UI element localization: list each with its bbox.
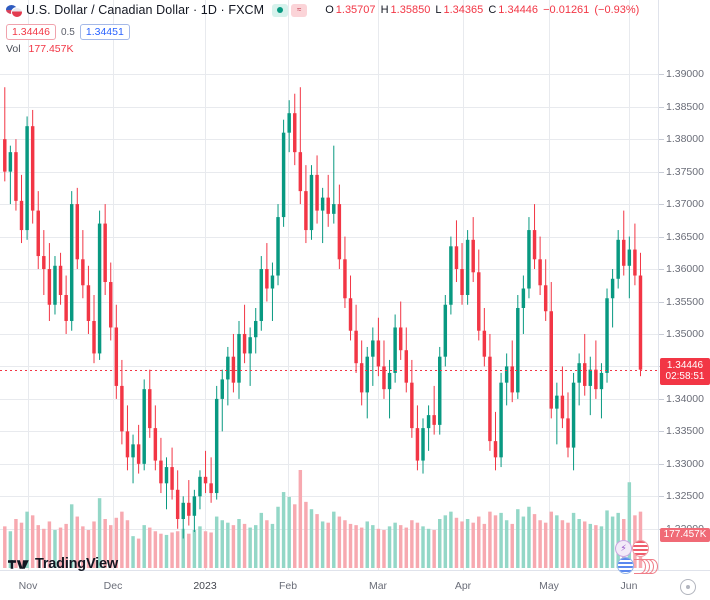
ohlc-high-value: 1.35850 — [390, 4, 431, 16]
ohlc-close-value: 1.34446 — [498, 4, 539, 16]
price-axis-tick — [659, 464, 664, 465]
floating-buttons: ⚡ — [615, 540, 663, 576]
price-axis-label: 1.34000 — [666, 392, 704, 405]
chart-gridlines — [0, 0, 658, 570]
ohlc-low-value: 1.34365 — [443, 4, 484, 16]
replay-rings-icon — [634, 559, 660, 574]
time-axis-label: Feb — [278, 580, 298, 592]
volume-legend-label: Vol — [6, 43, 21, 55]
time-axis-label: Mar — [368, 580, 388, 592]
time-axis-label: Dec — [103, 580, 123, 592]
ohlc-change-percent: (−0.93%) — [594, 4, 640, 16]
price-axis-label: 1.39000 — [666, 68, 704, 81]
legend-middle-value: 0.5 — [60, 26, 75, 38]
price-axis-tick — [659, 269, 664, 270]
price-axis-tick — [659, 237, 664, 238]
price-axis-tick — [659, 172, 664, 173]
price-axis-label: 1.37000 — [666, 198, 704, 211]
price-axis-label: 1.38500 — [666, 100, 704, 113]
chart-header: U.S. Dollar / Canadian Dollar · 1D · FXC… — [0, 0, 710, 58]
ohlc-low-key: L — [435, 4, 442, 16]
price-axis-tick — [659, 302, 664, 303]
price-axis-label: 1.37500 — [666, 165, 704, 178]
header-status-badges: ≈ — [272, 3, 308, 17]
ohlc-open-key: O — [325, 4, 334, 16]
watermark-text: TradingView — [35, 556, 118, 572]
ohlc-high-key: H — [380, 4, 389, 16]
price-high-pill[interactable]: 1.34451 — [79, 24, 130, 40]
current-price-value: 1.34446 — [666, 359, 704, 371]
price-axis-label: 1.33000 — [666, 457, 704, 470]
tradingview-watermark: TradingView — [8, 556, 118, 572]
price-axis-tick — [659, 496, 664, 497]
current-price-line — [0, 370, 658, 371]
alert-bolt-button[interactable]: ⚡ — [615, 540, 632, 557]
candlestick-series — [3, 87, 643, 539]
price-axis-label: 1.35000 — [666, 327, 704, 340]
ca-flag-button[interactable] — [617, 557, 634, 574]
time-axis-label: 2023 — [193, 580, 217, 592]
time-scale[interactable]: Nov Dec 2023 Feb Mar Apr May Jun — [0, 570, 710, 600]
price-axis-tick — [659, 204, 664, 205]
indicator-legend-row: 1.34446 0.5 1.34451 — [6, 24, 130, 40]
ohlc-open-value: 1.35707 — [335, 4, 376, 16]
tradingview-logo-icon — [8, 559, 29, 569]
current-price-badge[interactable]: 1.34446 02:58:51 — [660, 357, 710, 385]
price-axis-tick — [659, 334, 664, 335]
ohlc-close-key: C — [488, 4, 497, 16]
price-axis-tick — [659, 107, 664, 108]
ohlc-values: O 1.35707 H 1.35850 L 1.34365 C 1.34446 −0.0… — [325, 4, 641, 16]
volume-legend[interactable]: Vol 177.457K — [6, 43, 74, 55]
price-axis-label: 1.36500 — [666, 230, 704, 243]
volume-value-badge[interactable]: 177.457K — [660, 528, 710, 542]
page-title[interactable]: U.S. Dollar / Canadian Dollar · 1D · FXC… — [26, 3, 265, 17]
price-scale[interactable]: 1.39000 1.38500 1.38000 1.37500 1.37000 1.365… — [658, 0, 710, 570]
price-axis-tick — [659, 431, 664, 432]
time-axis-label: May — [539, 580, 559, 592]
price-axis-tick — [659, 74, 664, 75]
price-low-pill[interactable]: 1.34446 — [6, 24, 56, 40]
volume-legend-value: 177.457K — [28, 43, 74, 55]
chart-plot-area[interactable] — [0, 0, 658, 570]
currency-pair-flags-icon — [6, 3, 23, 18]
bar-countdown-value: 02:58:51 — [665, 371, 705, 382]
time-axis-label: Apr — [454, 580, 472, 592]
market-open-dot-icon[interactable] — [272, 3, 289, 17]
price-axis-label: 1.38000 — [666, 133, 704, 146]
price-axis-label: 1.35500 — [666, 295, 704, 308]
symbol-title-row: U.S. Dollar / Canadian Dollar · 1D · FXC… — [6, 2, 641, 18]
ohlc-change: −0.01261 — [543, 4, 590, 16]
time-axis-label: Jun — [620, 580, 638, 592]
delayed-data-icon[interactable]: ≈ — [291, 3, 308, 17]
clock-settings-icon[interactable] — [680, 579, 696, 595]
price-axis-label: 1.32500 — [666, 490, 704, 503]
price-axis-tick — [659, 139, 664, 140]
time-axis-label: Nov — [18, 580, 38, 592]
us-flag-button[interactable] — [632, 540, 649, 557]
price-axis-label: 1.33500 — [666, 425, 704, 438]
price-axis-label: 1.36000 — [666, 263, 704, 276]
price-axis-tick — [659, 399, 664, 400]
